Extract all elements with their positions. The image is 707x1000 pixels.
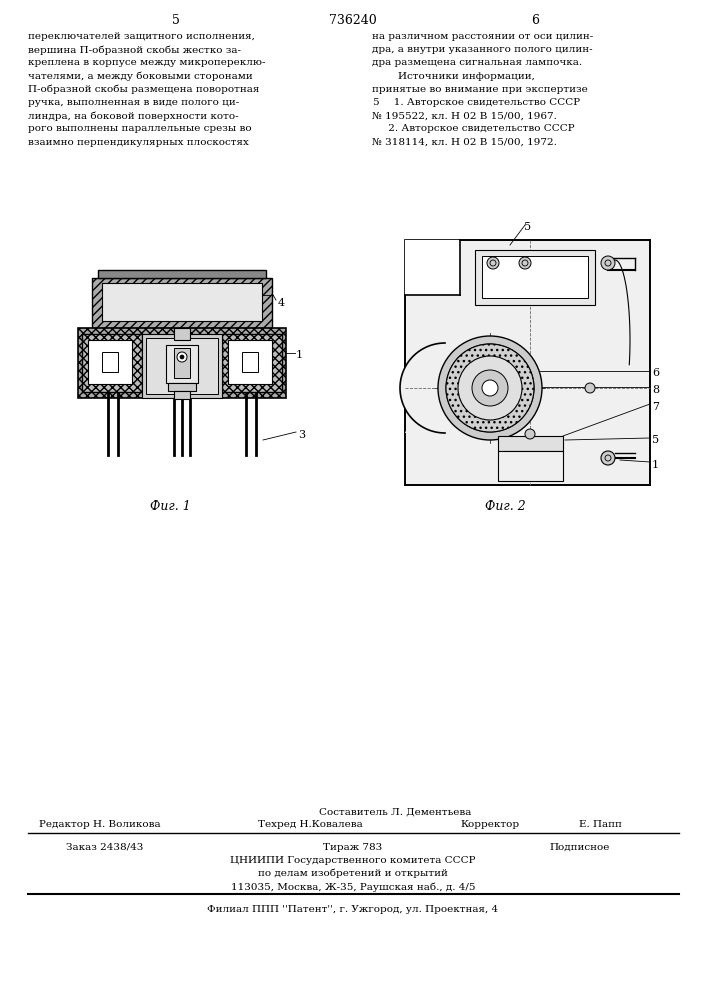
Bar — [482, 256, 588, 298]
Text: ручка, выполненная в виде полого ци-: ручка, выполненная в виде полого ци- — [28, 98, 239, 107]
Text: 5: 5 — [372, 98, 379, 107]
Text: 6: 6 — [652, 368, 659, 378]
Bar — [405, 240, 650, 485]
Bar — [102, 283, 262, 321]
Text: Фиг. 2: Фиг. 2 — [484, 500, 525, 513]
Bar — [82, 334, 142, 392]
Bar — [98, 270, 266, 278]
Text: 7: 7 — [652, 402, 659, 412]
Bar — [168, 383, 196, 391]
Circle shape — [585, 383, 595, 393]
Text: 2. Авторское свидетельство СССР: 2. Авторское свидетельство СССР — [372, 124, 575, 133]
Circle shape — [482, 380, 498, 396]
Circle shape — [180, 355, 184, 359]
Text: 5: 5 — [525, 222, 532, 232]
Bar — [174, 391, 190, 399]
Text: Филиал ППП ''Патент'', г. Ужгород, ул. Проектная, 4: Филиал ППП ''Патент'', г. Ужгород, ул. П… — [207, 905, 498, 914]
Text: по делам изобретений и открытий: по делам изобретений и открытий — [258, 869, 448, 879]
Text: Составитель Л. Дементьева: Составитель Л. Дементьева — [319, 808, 471, 817]
Bar — [475, 250, 595, 305]
Bar — [174, 328, 190, 340]
Text: Источники информации,: Источники информации, — [372, 72, 535, 81]
Text: креплена в корпусе между микропереклю-: креплена в корпусе между микропереклю- — [28, 58, 266, 67]
Circle shape — [519, 257, 531, 269]
Text: Заказ 2438/43: Заказ 2438/43 — [66, 843, 144, 852]
Circle shape — [601, 256, 615, 270]
Text: Тираж 783: Тираж 783 — [323, 843, 382, 852]
Text: Е. Папп: Е. Папп — [578, 820, 621, 829]
Text: линдра, на боковой поверхности кото-: линдра, на боковой поверхности кото- — [28, 111, 239, 121]
Text: 5: 5 — [172, 14, 180, 27]
Bar — [146, 338, 218, 394]
Text: ЦНИИПИ Государственного комитета СССР: ЦНИИПИ Государственного комитета СССР — [230, 856, 476, 865]
Text: 5: 5 — [652, 435, 659, 445]
Bar — [222, 334, 282, 392]
Circle shape — [446, 344, 534, 432]
Text: взаимно перпендикулярных плоскостях: взаимно перпендикулярных плоскостях — [28, 138, 249, 147]
Text: № 318114, кл. Н 02 В 15/00, 1972.: № 318114, кл. Н 02 В 15/00, 1972. — [372, 138, 557, 147]
Bar — [228, 340, 272, 384]
Text: 1: 1 — [296, 350, 303, 360]
Text: 8: 8 — [652, 385, 659, 395]
Text: 1. Авторское свидетельство СССР: 1. Авторское свидетельство СССР — [384, 98, 580, 107]
Bar — [174, 348, 190, 378]
Text: Фиг. 1: Фиг. 1 — [150, 500, 190, 513]
Text: 1: 1 — [652, 460, 659, 470]
Bar — [166, 345, 198, 383]
Text: 736240: 736240 — [329, 14, 377, 27]
Bar — [405, 240, 460, 295]
Bar — [92, 278, 272, 328]
Bar — [78, 328, 286, 398]
Text: рого выполнены параллельные срезы во: рого выполнены параллельные срезы во — [28, 124, 252, 133]
Text: Редактор Н. Воликова: Редактор Н. Воликова — [39, 820, 160, 829]
Text: Техред Н.Ковалева: Техред Н.Ковалева — [257, 820, 363, 829]
Circle shape — [525, 429, 535, 439]
Text: П-образной скобы размещена поворотная: П-образной скобы размещена поворотная — [28, 85, 259, 94]
Text: дра, а внутри указанного полого цилин-: дра, а внутри указанного полого цилин- — [372, 45, 592, 54]
Circle shape — [177, 352, 187, 362]
Text: Корректор: Корректор — [460, 820, 520, 829]
Bar — [88, 340, 132, 384]
Bar — [102, 352, 118, 372]
Text: переключателей защитного исполнения,: переключателей защитного исполнения, — [28, 32, 255, 41]
Circle shape — [438, 336, 542, 440]
Text: вершина П-образной скобы жестко за-: вершина П-образной скобы жестко за- — [28, 45, 241, 55]
Text: 4: 4 — [278, 298, 285, 308]
Circle shape — [446, 344, 534, 432]
PathPatch shape — [400, 343, 445, 433]
Circle shape — [472, 370, 508, 406]
Text: № 195522, кл. Н 02 В 15/00, 1967.: № 195522, кл. Н 02 В 15/00, 1967. — [372, 111, 557, 120]
Text: 113035, Москва, Ж-35, Раушская наб., д. 4/5: 113035, Москва, Ж-35, Раушская наб., д. … — [230, 882, 475, 892]
Circle shape — [487, 257, 499, 269]
Text: на различном расстоянии от оси цилин-: на различном расстоянии от оси цилин- — [372, 32, 593, 41]
Circle shape — [601, 451, 615, 465]
Text: принятые во внимание при экспертизе: принятые во внимание при экспертизе — [372, 85, 588, 94]
Text: 3: 3 — [298, 430, 305, 440]
Text: чателями, а между боковыми сторонами: чателями, а между боковыми сторонами — [28, 72, 252, 81]
Text: 6: 6 — [531, 14, 539, 27]
Bar — [498, 436, 563, 451]
Bar — [498, 451, 563, 481]
Text: 2: 2 — [190, 350, 197, 360]
Bar — [242, 352, 258, 372]
Bar — [142, 334, 222, 398]
Text: Подписное: Подписное — [550, 843, 610, 852]
Circle shape — [458, 356, 522, 420]
Text: дра размещена сигнальная лампочка.: дра размещена сигнальная лампочка. — [372, 58, 582, 67]
